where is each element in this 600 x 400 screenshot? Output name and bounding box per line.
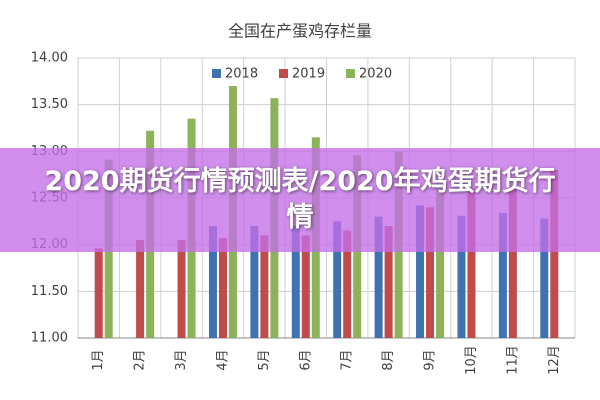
bar bbox=[260, 235, 269, 338]
x-tick-label: 5月 bbox=[257, 349, 272, 370]
y-tick-label: 11.00 bbox=[31, 331, 68, 346]
y-tick-label: 13.50 bbox=[31, 97, 68, 112]
legend-swatch bbox=[279, 69, 288, 78]
bar bbox=[384, 226, 393, 338]
bar bbox=[540, 218, 549, 338]
chart-title: 全国在产蛋鸡存栏量 bbox=[228, 22, 372, 41]
y-tick-label: 14.00 bbox=[31, 51, 68, 66]
x-tick-label: 6月 bbox=[298, 349, 313, 370]
x-tick-label: 3月 bbox=[174, 349, 189, 370]
bar bbox=[467, 188, 476, 338]
legend-label: 2018 bbox=[225, 67, 258, 82]
legend-swatch bbox=[212, 69, 221, 78]
bar bbox=[301, 235, 310, 338]
bar bbox=[250, 226, 259, 338]
bar bbox=[136, 240, 145, 338]
legend-label: 2019 bbox=[292, 67, 325, 82]
banner-text: 2020期货行情预测表/2020年鸡蛋期货行情 bbox=[44, 166, 556, 233]
bar bbox=[291, 226, 300, 338]
x-tick-label: 4月 bbox=[215, 349, 230, 370]
bar bbox=[374, 216, 383, 338]
x-tick-label: 11月 bbox=[505, 345, 520, 375]
bar bbox=[550, 170, 559, 338]
x-tick-label: 7月 bbox=[340, 349, 355, 370]
bar bbox=[343, 230, 352, 338]
bar bbox=[208, 226, 217, 338]
bar bbox=[94, 248, 103, 338]
bar bbox=[177, 240, 186, 338]
x-tick-label: 8月 bbox=[381, 349, 396, 370]
x-tick-label: 2月 bbox=[133, 349, 148, 370]
bar bbox=[333, 221, 342, 338]
x-tick-label: 9月 bbox=[423, 349, 438, 370]
bar bbox=[498, 212, 507, 338]
bar bbox=[218, 238, 227, 338]
legend-swatch bbox=[346, 69, 355, 78]
bar bbox=[457, 215, 466, 338]
x-tick-label: 1月 bbox=[91, 349, 106, 370]
legend-label: 2020 bbox=[359, 67, 392, 82]
y-tick-label: 11.50 bbox=[31, 284, 68, 299]
bar bbox=[436, 188, 445, 338]
x-tick-label: 10月 bbox=[464, 345, 479, 375]
x-tick-label: 12月 bbox=[547, 345, 562, 375]
bar bbox=[426, 207, 435, 338]
overlay-banner: 2020期货行情预测表/2020年鸡蛋期货行情 bbox=[0, 148, 600, 252]
bar bbox=[416, 205, 425, 338]
bar bbox=[508, 188, 517, 338]
